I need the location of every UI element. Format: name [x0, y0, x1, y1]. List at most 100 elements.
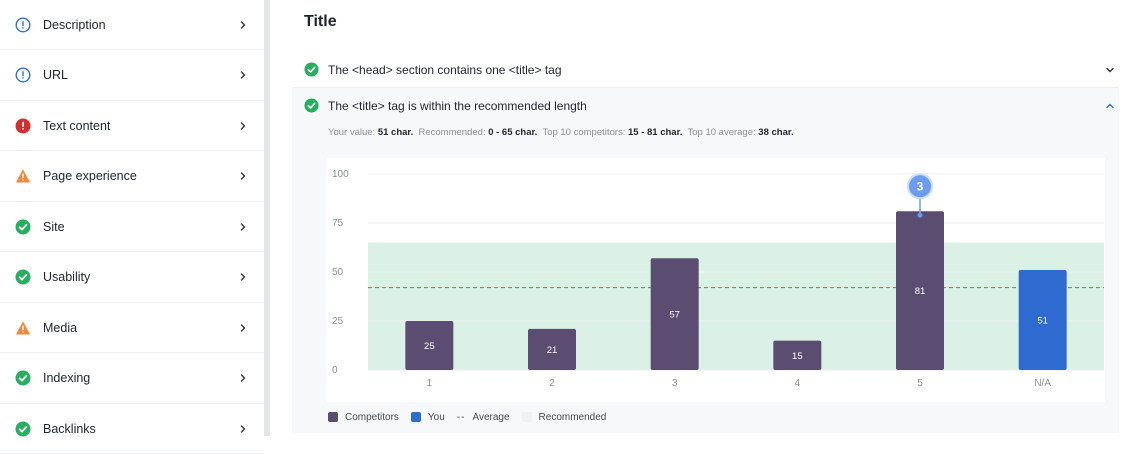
top10-value: 15 - 81 char.: [627, 127, 683, 138]
your-value-label: Your value:: [328, 127, 376, 138]
chevron-right-icon: [240, 121, 246, 130]
sidebar-item-description[interactable]: Description: [0, 0, 264, 50]
sidebar-item-media[interactable]: Media: [0, 303, 264, 353]
sidebar-item-backlinks[interactable]: Backlinks: [0, 404, 264, 454]
sidebar-item-page-experience[interactable]: Page experience: [0, 152, 264, 202]
bar-competitor: [773, 340, 822, 370]
bar-value-label: 15: [792, 351, 803, 362]
bar-value-label: 25: [424, 341, 435, 352]
length-summary: Your value: 51 char. Recommended: 0 - 65…: [328, 127, 794, 138]
chevron-right-icon: [240, 20, 246, 29]
sidebar-item-text-content[interactable]: Text content: [0, 101, 264, 151]
sidebar-item-label: Backlinks: [43, 421, 96, 436]
legend-label: You: [427, 411, 445, 423]
sidebar-item-label: Text content: [43, 118, 111, 133]
check-circle-icon: [304, 62, 319, 77]
bar-value-label: 21: [547, 345, 558, 356]
x-tick-label: 4: [795, 378, 801, 389]
legend-label: Competitors: [345, 411, 399, 423]
check-title-length-section: The <title> tag is within the recommende…: [292, 88, 1119, 433]
bar-competitor: [650, 258, 699, 370]
chevron-right-icon: [240, 323, 246, 332]
your-value: 51 char.: [377, 127, 414, 138]
chart-legend: Competitors You -- Average Recommended: [328, 409, 618, 425]
legend-swatch: [521, 412, 532, 422]
chevron-up-icon[interactable]: [1105, 101, 1115, 111]
sidebar-item-label: Page experience: [43, 169, 137, 183]
bar-value-label: 51: [1037, 316, 1048, 327]
sidebar-item-usability[interactable]: Usability: [0, 253, 264, 303]
info-circle-icon: [15, 16, 31, 33]
error-circle-icon: [15, 118, 31, 133]
check-label: The <title> tag is within the recommende…: [328, 99, 587, 113]
chevron-down-icon[interactable]: [1105, 65, 1115, 75]
chevron-right-icon: [240, 424, 246, 433]
sidebar-item-indexing[interactable]: Indexing: [0, 354, 264, 404]
sidebar-item-site[interactable]: Site: [0, 202, 264, 252]
legend-average: -- Average: [457, 412, 510, 423]
sidebar: Description URL Text content Page experienc…: [0, 0, 264, 454]
sidebar-item-label: Media: [43, 320, 78, 335]
check-header[interactable]: The <title> tag is within the recommende…: [292, 88, 1119, 124]
chevron-right-icon: [240, 273, 246, 281]
bar-competitor: [896, 211, 944, 370]
check-circle-icon: [304, 98, 319, 113]
marker-dot: [917, 212, 923, 218]
check-circle-icon: [15, 269, 31, 285]
info-circle-icon: [15, 67, 31, 83]
legend-dash: --: [456, 411, 466, 423]
bar-value-label: 81: [915, 286, 926, 297]
chevron-right-icon: [240, 71, 246, 79]
legend-swatch: [410, 412, 421, 422]
legend-recommended: Recommended: [521, 411, 607, 423]
legend-label: Recommended: [538, 411, 607, 423]
length-bar-chart: 0 25 50 75 100 25 1 21 2 57 3 15 4 81 5 3 51 N/A: [326, 158, 1105, 402]
check-header[interactable]: The <head> section contains one <title> …: [292, 52, 1119, 88]
bar-value-label: 57: [669, 310, 680, 321]
warning-triangle-icon: [16, 320, 30, 334]
chevron-right-icon: [240, 172, 246, 180]
sidebar-item-label: Description: [43, 17, 106, 32]
legend-you: You: [410, 411, 445, 423]
check-circle-icon: [15, 370, 31, 386]
legend-label: Average: [472, 411, 510, 423]
chevron-right-icon: [240, 222, 246, 231]
chevron-right-icon: [240, 374, 246, 382]
y-tick-label: 50: [332, 267, 344, 278]
sidebar-divider[interactable]: [264, 0, 270, 436]
sidebar-item-label: URL: [43, 68, 69, 82]
x-tick-label: 2: [549, 378, 555, 389]
average-value: 38 char.: [758, 127, 794, 138]
bar-competitor: [405, 321, 454, 370]
recommended-label: Recommended:: [418, 127, 486, 138]
recommended-value: 0 - 65 char.: [488, 127, 538, 138]
x-tick-label: 5: [917, 378, 923, 389]
recommended-band: [368, 242, 1104, 370]
y-tick-label: 0: [332, 365, 338, 376]
sidebar-item-label: Indexing: [43, 371, 91, 385]
sidebar-item-label: Usability: [43, 270, 91, 284]
y-tick-label: 75: [332, 218, 344, 229]
warning-triangle-icon: [16, 169, 30, 183]
average-label: Top 10 average:: [687, 127, 756, 138]
x-tick-label: 1: [427, 378, 433, 389]
y-tick-label: 100: [332, 169, 349, 180]
bar-you: [1018, 270, 1067, 370]
marker-badge: [907, 173, 933, 200]
check-circle-icon: [15, 421, 31, 436]
sidebar-item-url[interactable]: URL: [0, 51, 264, 101]
main-panel: Title The <head> section contains one <t…: [270, 0, 1123, 436]
y-tick-label: 25: [332, 316, 344, 327]
page-title: Title: [304, 13, 337, 30]
legend-competitors: Competitors: [328, 412, 399, 423]
sidebar-item-label: Site: [43, 219, 65, 234]
top10-label: Top 10 competitors:: [542, 127, 626, 138]
x-tick-label: 3: [672, 378, 678, 389]
check-label: The <head> section contains one <title> …: [328, 63, 562, 77]
check-row-head-section[interactable]: The <head> section contains one <title> …: [292, 52, 1119, 88]
check-circle-icon: [15, 219, 31, 234]
legend-swatch: [328, 412, 338, 422]
x-tick-label: N/A: [1034, 378, 1051, 389]
marker-badge-label: 3: [917, 180, 924, 194]
bar-competitor: [528, 328, 576, 370]
